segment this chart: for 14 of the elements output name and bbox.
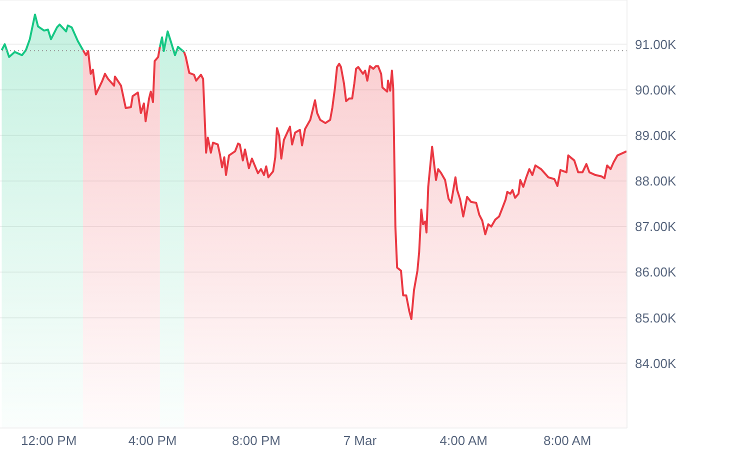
y-tick-label: 84.00K: [635, 356, 677, 371]
y-tick-label: 89.00K: [635, 128, 677, 143]
y-tick-label: 86.00K: [635, 264, 677, 280]
y-tick-label: 88.00K: [635, 174, 677, 189]
y-tick-label: 87.00K: [635, 219, 677, 234]
y-tick-label: 90.00K: [635, 82, 677, 98]
x-tick-label: 4:00 AM: [440, 433, 488, 448]
y-tick-label: 85.00K: [635, 310, 677, 326]
y-tick-label: 91.00K: [635, 36, 677, 52]
x-tick-label: 12:00 PM: [21, 433, 77, 448]
x-tick-label: 7 Mar: [343, 433, 378, 448]
x-tick-label: 4:00 PM: [128, 433, 177, 448]
x-tick-label: 8:00 AM: [544, 433, 592, 448]
x-tick-label: 8:00 PM: [232, 433, 280, 448]
